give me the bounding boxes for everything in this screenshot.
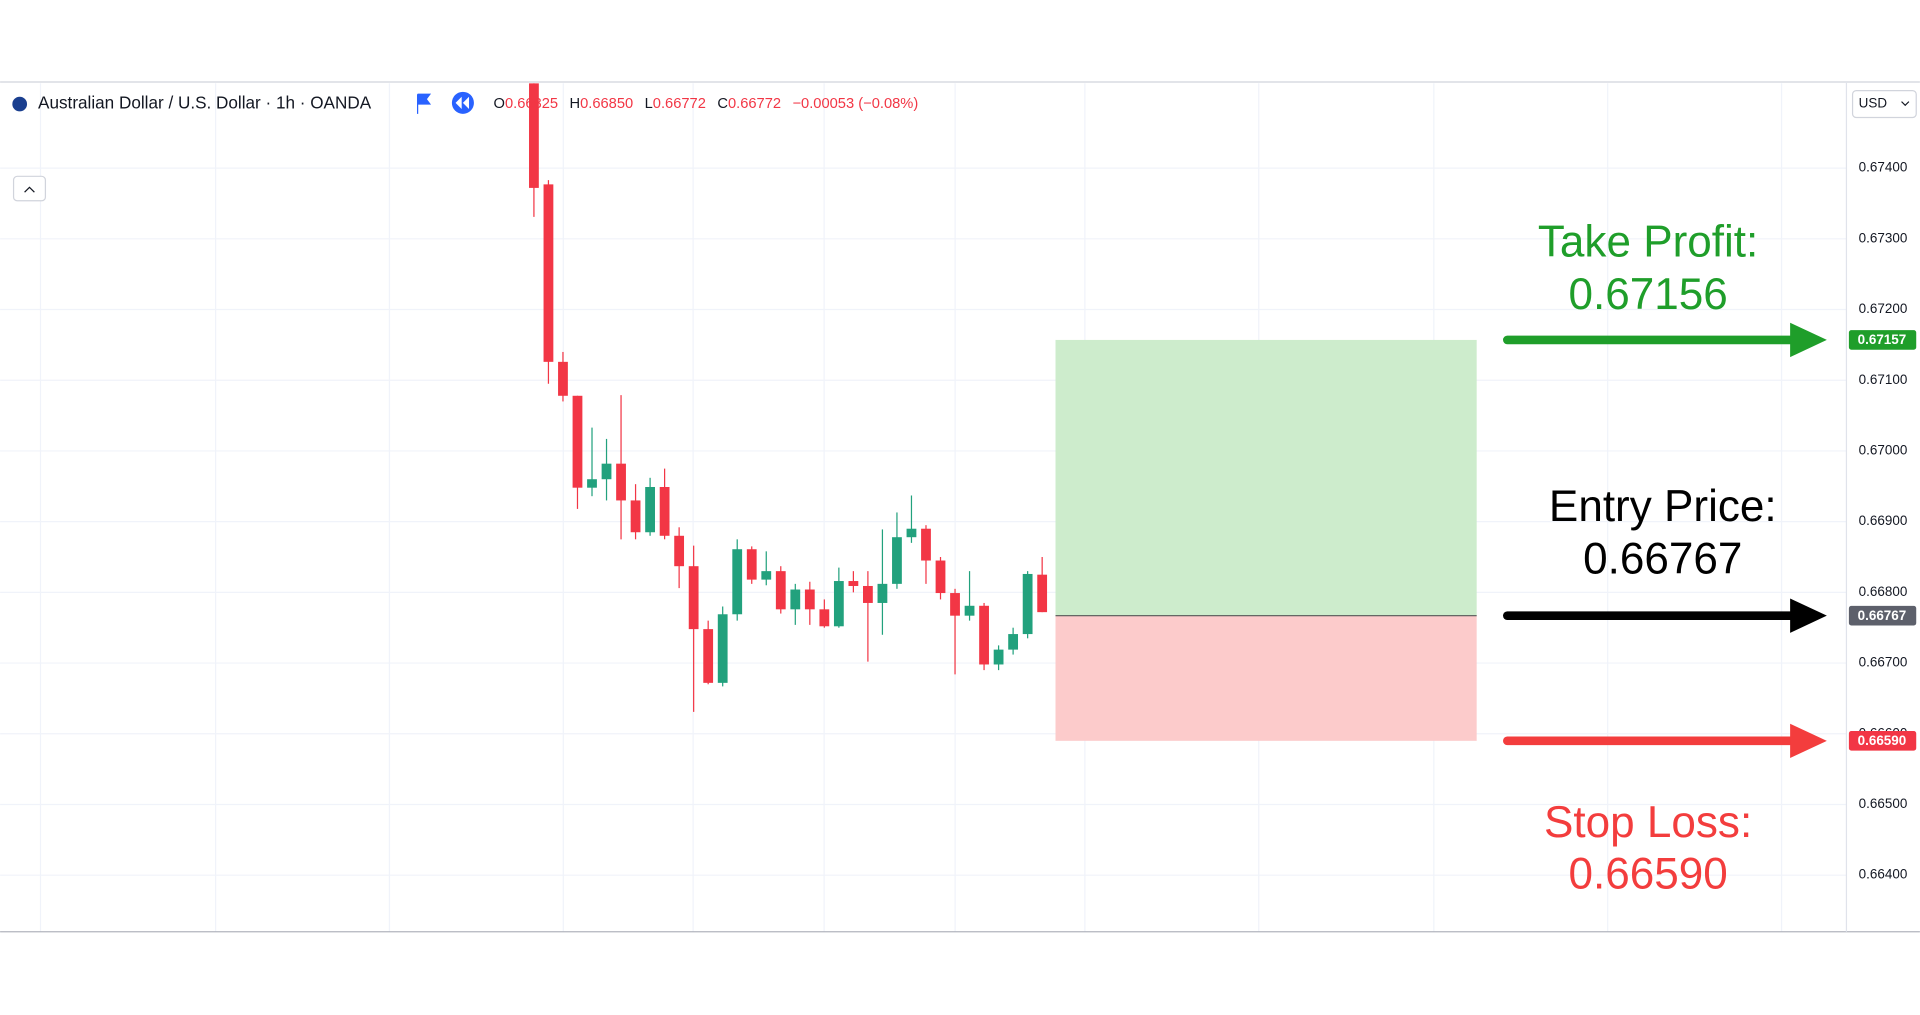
replay-icon xyxy=(455,96,470,109)
flag-button[interactable] xyxy=(416,93,432,114)
y-tick-label: 0.67200 xyxy=(1859,301,1908,316)
collapse-icon xyxy=(24,186,35,193)
candles xyxy=(529,83,1048,712)
annotation: Entry Price: xyxy=(1549,482,1777,531)
candle-body xyxy=(935,560,946,594)
candle-body xyxy=(630,500,641,533)
y-tick-label: 0.66400 xyxy=(1859,867,1908,882)
candle-body xyxy=(674,535,685,567)
candle-body xyxy=(790,589,801,610)
c-value: 0.66772 xyxy=(728,96,781,112)
candle-body xyxy=(819,609,830,627)
l-value: 0.66772 xyxy=(653,96,706,112)
candle-body xyxy=(645,486,655,533)
candle-body xyxy=(543,184,554,362)
l-label: L xyxy=(645,96,653,112)
loss-zone xyxy=(1055,615,1477,741)
candle-body xyxy=(529,83,539,188)
dropdown-icon xyxy=(1901,101,1910,107)
price-label-box xyxy=(1848,605,1917,626)
candle-body xyxy=(746,549,757,580)
h-label: H xyxy=(569,96,580,112)
ohlc: O0.66825 H0.66850 L0.66772 C0.66772 −0.0… xyxy=(494,96,919,112)
y-tick-label: 0.67400 xyxy=(1859,160,1908,175)
price-label-box xyxy=(1848,731,1917,751)
y-tick-label: 0.66900 xyxy=(1859,513,1908,528)
o-value: 0.66825 xyxy=(505,96,558,112)
candle-body xyxy=(659,486,670,536)
annotation: 0.66590 xyxy=(1568,849,1727,898)
candle-body xyxy=(877,583,888,603)
candle-body xyxy=(717,614,728,683)
candle-body xyxy=(775,571,786,610)
candle-body xyxy=(761,571,772,580)
candle-body xyxy=(848,581,859,586)
price-label-box xyxy=(1848,330,1917,350)
candle-body xyxy=(703,629,714,683)
currency-select[interactable] xyxy=(1851,89,1917,119)
flag-icon xyxy=(12,96,28,112)
profit-zone xyxy=(1055,339,1477,616)
h-value: 0.66850 xyxy=(580,96,633,112)
candle-body xyxy=(558,361,568,396)
candle-body xyxy=(833,581,844,627)
y-tick-label: 0.67100 xyxy=(1859,372,1908,387)
position-zones xyxy=(1055,339,1477,741)
o-label: O xyxy=(494,96,505,112)
candle-body xyxy=(906,528,917,538)
candle-body xyxy=(601,463,612,480)
y-tick-label: 0.67000 xyxy=(1859,442,1908,457)
y-tick-label: 0.66700 xyxy=(1859,655,1908,670)
candle-body xyxy=(979,605,989,665)
candle-body xyxy=(572,395,583,488)
y-tick-label: 0.66500 xyxy=(1859,796,1908,811)
annotation: Take Profit: xyxy=(1538,218,1758,267)
arrow-head xyxy=(1790,723,1827,758)
candle-body xyxy=(1008,634,1019,650)
price-label: 0.67157 xyxy=(1858,332,1907,347)
symbol: Australian Dollar / U.S. Dollar · 1h · O… xyxy=(38,93,372,113)
arrow-head xyxy=(1790,322,1827,358)
collapse-button[interactable] xyxy=(12,175,47,202)
grid xyxy=(0,83,1847,932)
y-tick-label: 0.67300 xyxy=(1859,230,1908,245)
annotation: 0.66767 xyxy=(1583,535,1742,584)
candle-body xyxy=(863,585,873,603)
candle-body xyxy=(616,463,626,501)
candle-body xyxy=(587,479,597,488)
candle-body xyxy=(732,549,743,615)
candle-body xyxy=(1022,573,1033,635)
candle-body xyxy=(921,528,931,561)
overlay: 0.67400 0.67300 0.67200 0.67100 0.67000 0.669… xyxy=(1503,160,1917,898)
candle-body xyxy=(688,566,699,630)
change: −0.00053 (−0.08%) xyxy=(792,96,918,112)
candle-body xyxy=(950,593,960,616)
price-label: 0.66590 xyxy=(1858,733,1907,748)
annotation: 0.67156 xyxy=(1568,270,1727,319)
annotation: Stop Loss: xyxy=(1544,798,1752,847)
price-label: 0.66767 xyxy=(1858,608,1907,623)
candle-body xyxy=(1037,574,1048,613)
c-label: C xyxy=(717,96,728,112)
candle-body xyxy=(993,649,1004,665)
y-tick-label: 0.66800 xyxy=(1859,584,1908,599)
candle-body xyxy=(964,605,975,616)
arrow-head xyxy=(1790,598,1827,633)
currency: USD xyxy=(1859,96,1888,111)
candle-body xyxy=(892,537,902,584)
candle-body xyxy=(804,589,815,610)
